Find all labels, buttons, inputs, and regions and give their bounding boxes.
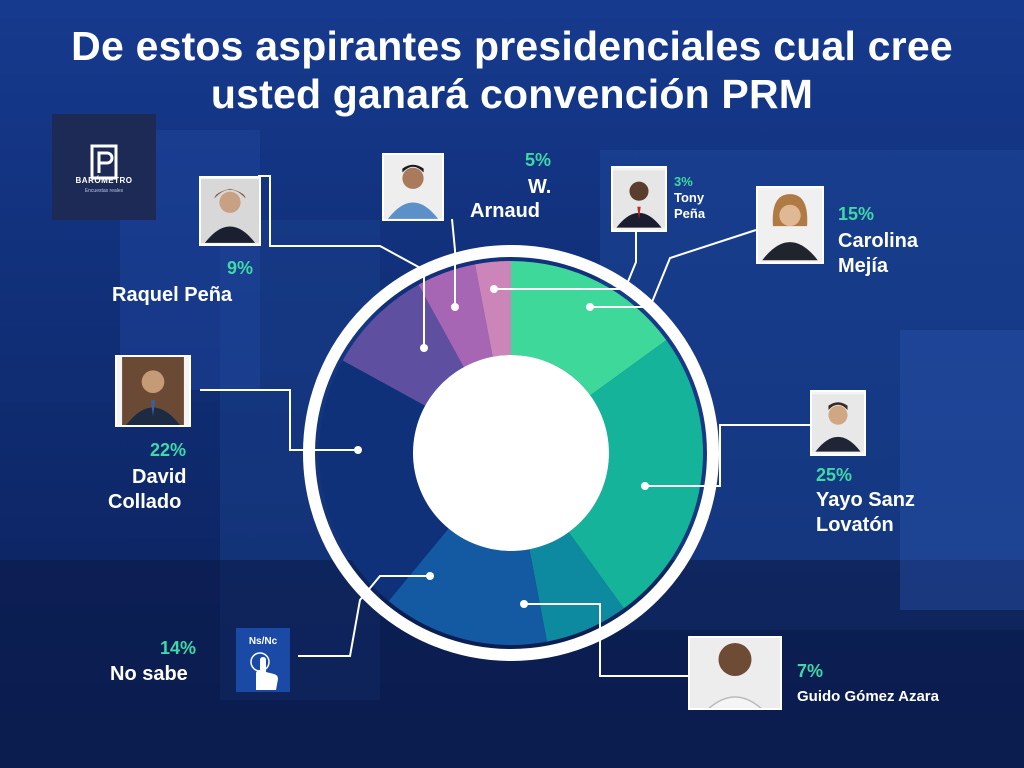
label-name-yayo-l2: Lovatón: [816, 514, 894, 536]
label-name-nosabe: No sabe: [110, 663, 188, 685]
label-pct-collado: 22%: [150, 440, 187, 460]
photo-carolina-mejia: [756, 186, 824, 264]
label-pct-carolina: 15%: [838, 204, 875, 224]
leader-dot-3: [426, 572, 434, 580]
donut-slice-no-sabe: [388, 528, 547, 646]
leader-dot-1: [641, 482, 649, 490]
ns-nc-label: Ns/Nc: [249, 636, 278, 647]
label-name-guido: Guido Gómez Azara: [797, 688, 939, 705]
leader-line-3: [298, 575, 430, 657]
label-pct-arnaud: 5%: [525, 150, 552, 170]
donut-outer-ring: [303, 245, 719, 661]
donut-slice-david-collado: [319, 360, 449, 601]
leader-dot-0: [586, 303, 594, 311]
leader-line-5: [258, 175, 425, 348]
logo-name: BARÓMETRO: [75, 176, 133, 185]
leader-line-4: [200, 389, 358, 451]
label-name-yayo-l1: Yayo Sanz: [816, 489, 915, 511]
leader-dot-4: [354, 446, 362, 454]
donut-slice-tony-pe-a: [475, 261, 511, 357]
donut-hole: [413, 355, 609, 551]
chart-title: De estos aspirantes presidenciales cual …: [71, 23, 953, 117]
label-pct-nosabe: 14%: [160, 638, 197, 658]
label-name-carolina-l1: Carolina: [838, 230, 919, 252]
label-name-arnaud-l1: W.: [528, 176, 552, 198]
no-sabe-icon: Ns/Nc: [236, 628, 290, 692]
label-name-tony-l2: Peña: [674, 206, 706, 221]
donut-slice-carolina-mej-a: [511, 261, 667, 396]
donut-slice-yayo-sanz-lovat-n: [568, 340, 704, 609]
leader-line-7: [494, 230, 637, 290]
leader-dot-5: [420, 344, 428, 352]
photo-david-collado: [115, 355, 191, 427]
label-name-collado-l1: David: [132, 466, 187, 488]
label-name-collado-l2: Collado: [108, 491, 182, 513]
donut-slice-raquel-pe-a: [342, 284, 464, 406]
barometro-logo-mark-icon: [90, 144, 118, 180]
donut-slice-w-arnaud: [418, 264, 493, 368]
logo-tagline: Encuestas reales: [84, 188, 124, 194]
leader-line-0: [590, 229, 757, 308]
photo-w-arnaud: [382, 153, 444, 221]
label-name-raquel: Raquel Peña: [112, 284, 233, 306]
photo-guido-gomez-azara: [688, 636, 782, 710]
label-pct-guido: 7%: [797, 661, 824, 681]
photo-tony-pena: [611, 166, 667, 232]
label-name-arnaud-l2: Arnaud: [470, 200, 540, 222]
label-pct-yayo: 25%: [816, 465, 853, 485]
leader-line-6: [451, 218, 456, 307]
photo-yayo-sanz-lovaton: [810, 390, 866, 456]
label-pct-tony: 3%: [674, 174, 693, 189]
label-name-tony-l1: Tony: [674, 190, 705, 205]
leader-line-1: [645, 424, 810, 487]
label-pct-raquel: 9%: [227, 258, 254, 278]
barometro-logo: BARÓMETRO Encuestas reales: [52, 114, 156, 220]
leader-dot-6: [451, 303, 459, 311]
leader-dot-2: [520, 600, 528, 608]
label-name-carolina-l2: Mejía: [838, 255, 889, 277]
leader-dot-7: [490, 285, 498, 293]
photo-raquel-pena: [199, 176, 261, 246]
leader-line-2: [524, 603, 688, 677]
